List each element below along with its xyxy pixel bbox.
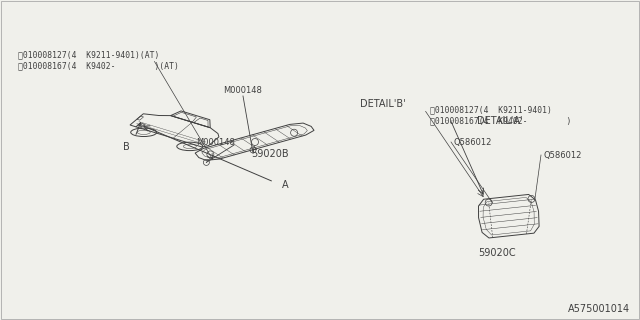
Text: A: A xyxy=(282,180,289,190)
Text: Q586012: Q586012 xyxy=(453,138,492,147)
Text: 59020B: 59020B xyxy=(251,149,289,159)
Text: DETAIL'B': DETAIL'B' xyxy=(360,99,406,109)
Text: Q586012: Q586012 xyxy=(543,151,581,160)
Text: Ⓑ010008167(4  K9402-        )(AT): Ⓑ010008167(4 K9402- )(AT) xyxy=(18,61,179,70)
Text: A575001014: A575001014 xyxy=(568,304,630,314)
Text: M000148: M000148 xyxy=(223,86,262,95)
Text: M000148: M000148 xyxy=(196,138,235,147)
Text: Ⓑ010008127(4  K9211-9401): Ⓑ010008127(4 K9211-9401) xyxy=(430,105,552,114)
Text: DETAIL'A': DETAIL'A' xyxy=(477,116,523,126)
Text: Ⓑ010008127(4  K9211-9401)(AT): Ⓑ010008127(4 K9211-9401)(AT) xyxy=(18,50,159,59)
Text: Ⓑ010008167(4  K9402-        ): Ⓑ010008167(4 K9402- ) xyxy=(430,116,572,125)
Text: B: B xyxy=(124,142,130,152)
Text: 59020C: 59020C xyxy=(478,248,516,258)
